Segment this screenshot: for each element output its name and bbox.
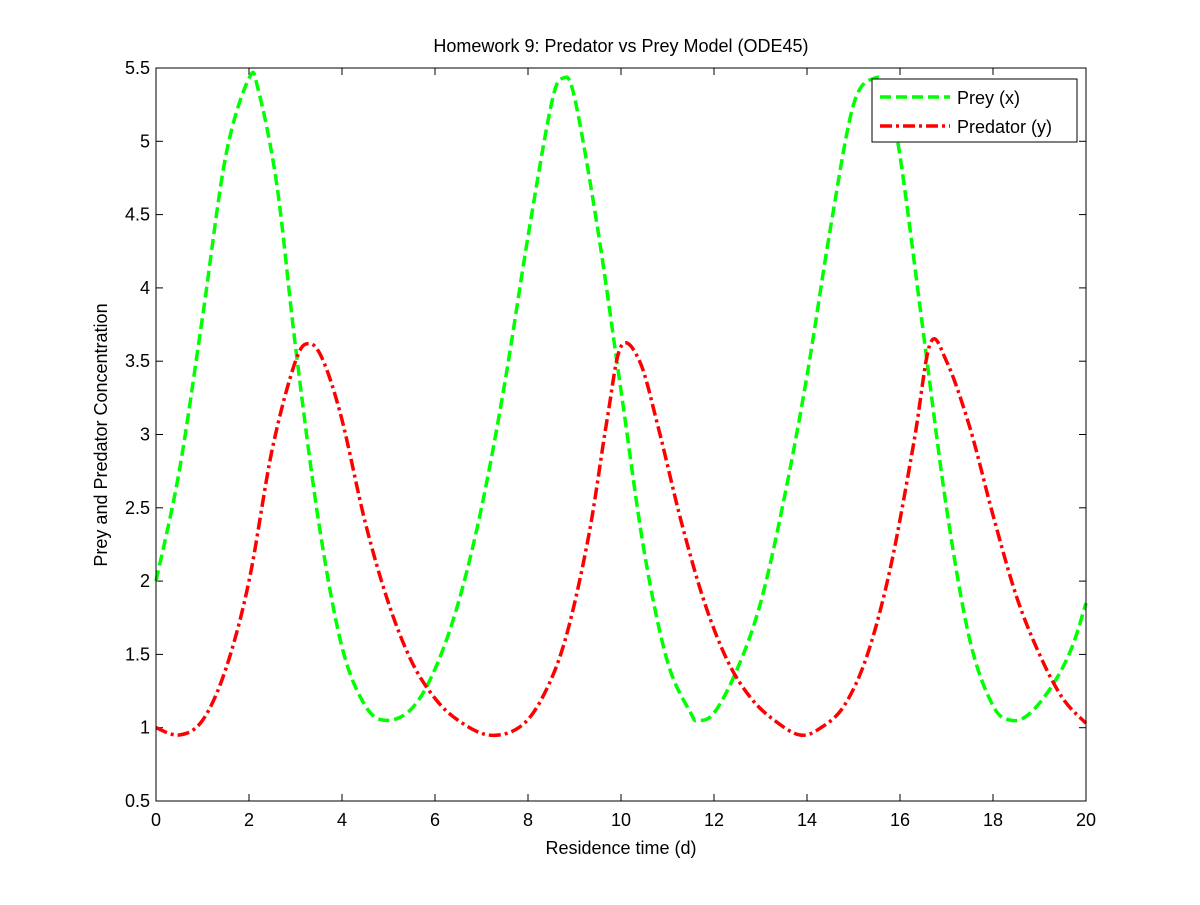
- plot-area: [156, 68, 1086, 801]
- x-tick-label: 8: [523, 810, 533, 830]
- legend-box: [871, 78, 1078, 143]
- y-axis-title: Prey and Predator Concentration: [91, 303, 111, 566]
- x-tick-label: 10: [611, 810, 631, 830]
- y-tick-label: 3: [140, 425, 150, 445]
- legend-label-predator: Predator (y): [957, 117, 1052, 137]
- y-tick-label: 3.5: [125, 351, 150, 371]
- y-tick-label: 5: [140, 131, 150, 151]
- x-tick-label: 20: [1076, 810, 1096, 830]
- axis-ticks: 0 2 4 6 8 10 12 14 16 18 20 0.5 1 1.5 2 2.5 3 3.5 4 4.5 5 5.5: [125, 58, 1096, 830]
- x-tick-label: 18: [983, 810, 1003, 830]
- y-tick-label: 1.5: [125, 644, 150, 664]
- x-tick-label: 16: [890, 810, 910, 830]
- x-tick-label: 2: [244, 810, 254, 830]
- y-tick-label: 2.5: [125, 498, 150, 518]
- x-tick-label: 14: [797, 810, 817, 830]
- series-lines: [154, 70, 1088, 738]
- x-axis-title: Residence time (d): [545, 838, 696, 858]
- x-tick-label: 4: [337, 810, 347, 830]
- series-line-predator: [155, 336, 1088, 738]
- x-tick-label: 12: [704, 810, 724, 830]
- y-tick-label: 5.5: [125, 58, 150, 78]
- y-tick-label: 0.5: [125, 791, 150, 811]
- axes-frame: [155, 67, 1087, 802]
- x-tick-label: 6: [430, 810, 440, 830]
- series-line-prey: [154, 70, 1088, 723]
- y-tick-label: 4: [140, 278, 150, 298]
- y-tick-label: 4.5: [125, 205, 150, 225]
- x-tick-label: 0: [151, 810, 161, 830]
- y-tick-label: 1: [140, 718, 150, 738]
- legend-label-prey: Prey (x): [957, 88, 1020, 108]
- y-tick-label: 2: [140, 571, 150, 591]
- chart-title: Homework 9: Predator vs Prey Model (ODE4…: [433, 36, 808, 56]
- legend: Prey (x) Predator (y): [871, 78, 1078, 143]
